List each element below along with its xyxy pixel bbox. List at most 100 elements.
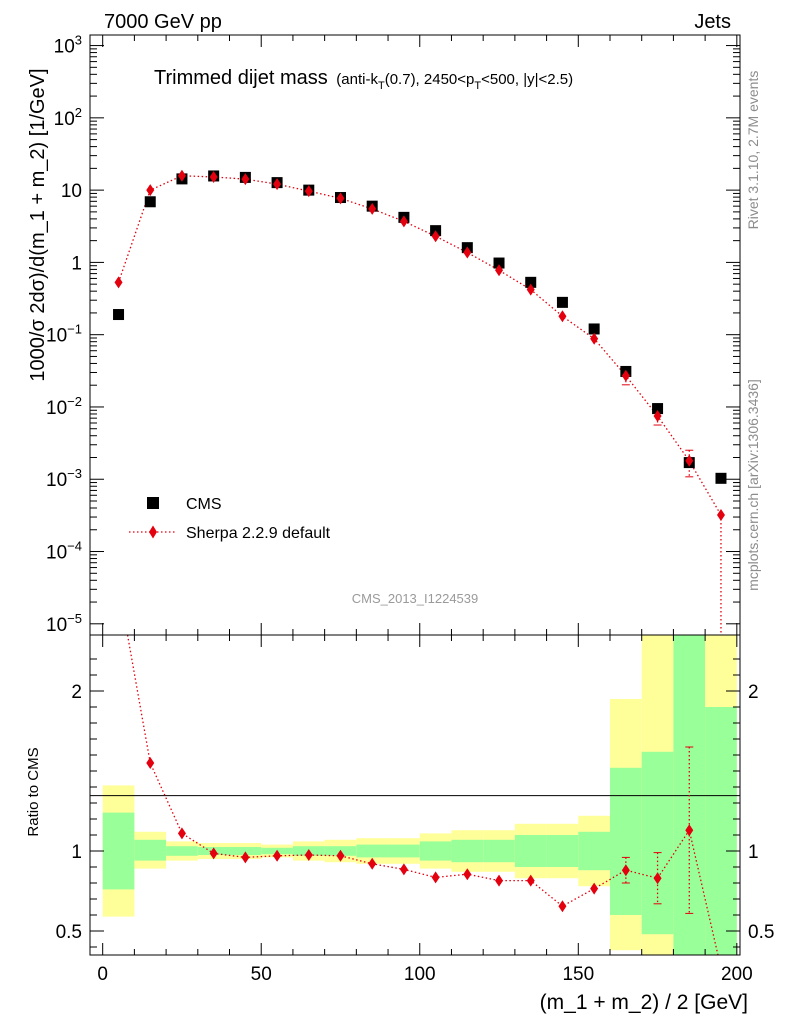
ratio-tick-label-right: 1 xyxy=(748,842,759,863)
y-tick-label: 103 xyxy=(54,33,82,58)
sherpa-point xyxy=(558,310,567,323)
x-tick-label: 0 xyxy=(97,964,108,985)
stat-uncertainty-band xyxy=(705,707,737,955)
sherpa-point xyxy=(177,169,186,182)
sherpa-ratio-point xyxy=(304,849,313,861)
stat-uncertainty-band xyxy=(419,841,452,861)
legend-cms-marker xyxy=(147,497,159,509)
stat-uncertainty-band xyxy=(102,812,135,890)
stat-uncertainty-band xyxy=(514,835,547,867)
ratio-plot-marks xyxy=(89,34,741,956)
cms-point xyxy=(525,276,537,288)
main-plot-frame xyxy=(89,34,741,636)
cms-point xyxy=(556,296,568,308)
sherpa-point xyxy=(241,173,250,186)
cms-point xyxy=(493,257,505,269)
sherpa-point xyxy=(399,215,408,228)
x-tick-label: 200 xyxy=(721,964,753,985)
ratio-tick-label-right: 0.5 xyxy=(748,922,774,943)
sherpa-ratio-point xyxy=(209,847,218,860)
sherpa-ratio-point xyxy=(558,900,567,913)
sherpa-point xyxy=(621,369,630,382)
cms-point xyxy=(113,309,125,321)
sherpa-ratio-point xyxy=(685,824,694,837)
stat-uncertainty-band xyxy=(483,839,515,863)
sherpa-ratio-point xyxy=(463,868,472,881)
ratio-tick-label-left: 0.5 xyxy=(56,922,82,943)
sherpa-ratio-point xyxy=(590,882,599,895)
legend: CMS Sherpa 2.2.9 default xyxy=(129,496,331,542)
y-tick-label: 1 xyxy=(71,253,82,274)
ratio-uncertainty-bands xyxy=(102,635,737,955)
y-tick-label: 10−2 xyxy=(46,394,82,419)
sherpa-point xyxy=(526,283,535,296)
stat-uncertainty-band xyxy=(451,839,484,863)
sherpa-ratio-line xyxy=(126,634,719,956)
sherpa-point xyxy=(146,184,155,197)
stat-uncertainty-band xyxy=(610,767,642,915)
y-axis-label: 1000/σ 2dσ)/d(m_1 + m_2) [1/GeV] xyxy=(27,68,49,381)
sherpa-ratio-point xyxy=(621,864,630,877)
sherpa-point xyxy=(273,178,282,191)
ratio-plot-border xyxy=(89,634,741,956)
sherpa-ratio-point xyxy=(526,874,535,887)
cms-point xyxy=(144,196,156,208)
ratio-tick-label-left: 1 xyxy=(71,842,82,863)
stat-uncertainty-band xyxy=(356,844,389,858)
sherpa-ratio-point xyxy=(241,851,250,864)
stat-uncertainty-band xyxy=(134,839,167,861)
ratio-y-axis-label: Ratio to CMS xyxy=(25,747,42,836)
sherpa-line xyxy=(117,175,722,516)
sherpa-ratio-point xyxy=(336,849,345,862)
sherpa-ratio-point xyxy=(273,849,282,862)
sherpa-ratio-point xyxy=(431,871,440,884)
stat-uncertainty-band xyxy=(641,751,674,935)
legend-sherpa-label: Sherpa 2.2.9 default xyxy=(186,525,331,542)
legend-sherpa-marker xyxy=(149,525,157,539)
sherpa-point xyxy=(590,332,599,345)
sherpa-ratio-point xyxy=(146,757,155,769)
chart-title-sub: (anti-kT(0.7), 2450<pT<500, |y|<2.5) xyxy=(336,71,573,92)
sherpa-point xyxy=(495,264,504,277)
cms-point xyxy=(588,323,600,335)
y-tick-label: 10−5 xyxy=(46,611,82,636)
y-tick-label: 10−4 xyxy=(46,539,82,564)
sherpa-point xyxy=(463,246,472,259)
stat-uncertainty-band xyxy=(229,847,262,855)
sherpa-point xyxy=(209,170,218,183)
x-axis-label: (m_1 + m_2) / 2 [GeV] xyxy=(540,991,748,1014)
sherpa-ratio-point xyxy=(368,857,377,870)
sherpa-point xyxy=(304,185,313,198)
chart-title-main: Trimmed dijet mass xyxy=(154,67,328,89)
mcplots-label: mcplots.cern.ch [arXiv:1306.3436] xyxy=(745,379,761,591)
ratio-tick-label-left: 2 xyxy=(71,682,82,703)
sherpa-point xyxy=(114,276,123,289)
sherpa-point xyxy=(716,509,725,522)
rivet-label: Rivet 3.1.10, 2.7M events xyxy=(745,71,761,230)
sherpa-ratio-point xyxy=(495,874,504,887)
stat-uncertainty-band xyxy=(388,844,420,858)
sherpa-point xyxy=(368,202,377,215)
x-tick-label: 100 xyxy=(404,964,436,985)
header-left: 7000 GeV pp xyxy=(104,11,222,33)
cms-point xyxy=(652,403,664,415)
x-tick-label: 50 xyxy=(251,964,272,985)
cms-point xyxy=(715,472,727,484)
sherpa-point xyxy=(431,230,440,243)
x-tick-label: 150 xyxy=(562,964,594,985)
sherpa-ratio-point xyxy=(653,872,662,885)
stat-uncertainty-band xyxy=(166,846,198,856)
main-plot-border xyxy=(89,34,741,636)
stat-uncertainty-band xyxy=(546,835,579,867)
sherpa-point xyxy=(653,409,662,422)
axis-ticks: 0 50 100 150 20010−510−410−310−210−111010210… xyxy=(46,33,774,985)
sherpa-point xyxy=(685,454,694,467)
header-right: Jets xyxy=(694,11,731,33)
y-tick-label: 10 xyxy=(61,181,82,202)
stat-uncertainty-band xyxy=(578,831,610,871)
ratio-tick-label-right: 2 xyxy=(748,682,759,703)
y-tick-label: 10−3 xyxy=(46,466,82,491)
y-tick-label: 102 xyxy=(54,105,82,130)
y-tick-label: 10−1 xyxy=(46,322,82,347)
